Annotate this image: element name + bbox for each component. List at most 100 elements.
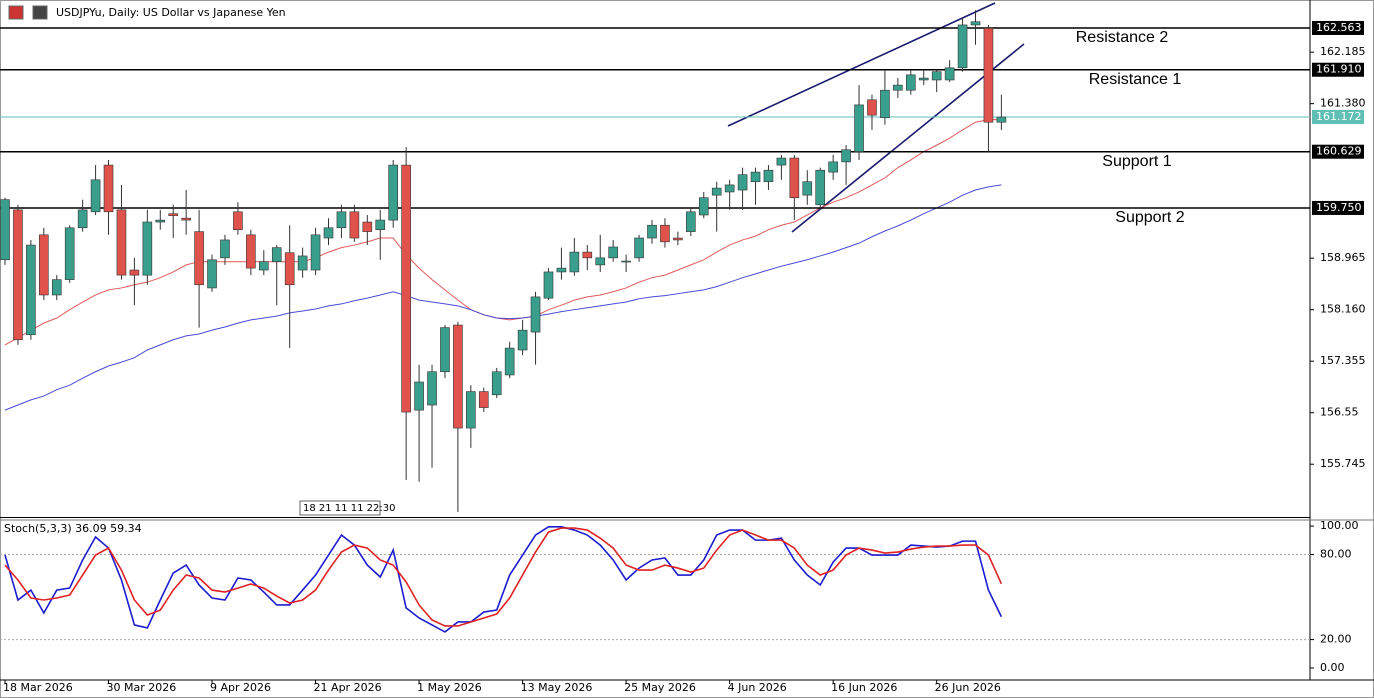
candle-body — [466, 391, 476, 429]
candle-body — [621, 260, 631, 263]
x-tick-label: 4 Jun 2026 — [728, 681, 787, 694]
last-price: 161.172 — [1316, 110, 1362, 123]
candle-body — [207, 259, 217, 289]
candle-body — [957, 24, 968, 69]
candle-body — [116, 209, 127, 276]
candle-body — [828, 161, 838, 173]
level-label: Support 1 — [1102, 153, 1171, 170]
x-tick-label: 30 Mar 2026 — [107, 681, 177, 694]
level-price: 162.563 — [1316, 21, 1362, 34]
candle-body — [414, 381, 424, 411]
candle-body — [26, 244, 36, 335]
candle-body — [478, 391, 489, 408]
candle-body — [711, 187, 722, 196]
candle-body — [569, 251, 580, 273]
candle-body — [427, 371, 437, 406]
trend-line — [727, 2, 996, 127]
y-tick-label: 155.745 — [1320, 457, 1366, 470]
candle-body — [349, 211, 360, 239]
candle-body — [103, 164, 114, 213]
y-tick-label: 162.185 — [1320, 45, 1366, 58]
candle-body — [893, 84, 903, 91]
candle-body — [931, 71, 942, 81]
line — [4, 184, 1002, 411]
y-tick-label: 156.55 — [1320, 406, 1359, 419]
x-tick-label: 25 May 2026 — [624, 681, 696, 694]
candle-body — [246, 234, 256, 269]
candle-body — [595, 257, 606, 266]
candle-body — [815, 169, 826, 206]
indicator-title: Stoch(5,3,3) 36.09 59.34 — [4, 522, 142, 535]
y-tick-label: 157.355 — [1320, 354, 1366, 367]
x-tick-label: 26 Jun 2026 — [935, 681, 1001, 694]
candle-body — [660, 224, 670, 243]
x-tick-label: 21 Apr 2026 — [314, 681, 382, 694]
level-label: Support 2 — [1115, 209, 1184, 226]
level-price-box — [1312, 62, 1364, 77]
candle-body — [673, 237, 683, 241]
candle-body — [440, 327, 450, 373]
candle-body — [789, 157, 800, 199]
y-tick-label: 20.00 — [1320, 633, 1352, 646]
candle-body — [220, 239, 230, 259]
candle-body — [129, 269, 140, 276]
candle-body — [996, 116, 1007, 123]
x-tick-label: 16 Jun 2026 — [831, 681, 897, 694]
candle-body — [39, 234, 49, 296]
candle-body — [880, 89, 890, 119]
last-price-box — [1312, 109, 1364, 124]
chart-title: USDJPYu, Daily: US Dollar vs Japanese Ye… — [56, 6, 286, 19]
candle-body — [841, 149, 851, 163]
candle-body — [90, 179, 101, 213]
candle-body — [983, 27, 994, 123]
candle-body — [582, 251, 593, 259]
level-label: Resistance 2 — [1076, 29, 1169, 46]
candle-body — [362, 221, 373, 232]
candle-body — [0, 199, 10, 261]
candle-body — [13, 209, 23, 341]
line — [4, 526, 1003, 633]
candle-body — [258, 261, 269, 271]
line — [4, 527, 1003, 627]
level-price-box — [1312, 200, 1364, 215]
candle-body — [336, 211, 347, 229]
candle-body — [453, 324, 463, 429]
y-tick-label: 161.380 — [1320, 97, 1366, 110]
candle-body — [375, 219, 386, 231]
candle-body — [504, 347, 515, 376]
level-label: Resistance 1 — [1089, 71, 1182, 88]
candle-body — [905, 74, 916, 91]
candle-body — [543, 271, 554, 299]
candle-body — [284, 252, 295, 286]
candle-body — [944, 67, 955, 81]
x-tick-label: 1 May 2026 — [417, 681, 482, 694]
candle-body — [647, 224, 657, 239]
x-tick-label: 9 Apr 2026 — [210, 681, 271, 694]
candle-body — [233, 211, 243, 231]
candle-body — [970, 21, 981, 26]
icon — [32, 5, 48, 20]
candle-body — [142, 221, 153, 276]
x-tick-label: 18 Mar 2026 — [3, 681, 73, 694]
candle-body — [181, 217, 191, 221]
y-tick-label: 158.160 — [1320, 303, 1366, 316]
candle-body — [854, 104, 864, 152]
y-tick-label: 158.965 — [1320, 251, 1366, 264]
candle-body — [750, 171, 761, 183]
candle-body — [763, 169, 774, 183]
level-price: 159.750 — [1316, 201, 1362, 214]
candle-body — [323, 227, 334, 239]
candle-body — [271, 247, 282, 262]
y-tick-label: 80.00 — [1320, 547, 1352, 560]
annotation-box — [299, 500, 381, 516]
level-price: 161.910 — [1316, 63, 1362, 76]
candle-body — [686, 211, 696, 232]
candle-body — [867, 99, 877, 116]
candle-body — [64, 227, 75, 280]
line — [4, 119, 1002, 346]
candle-body — [556, 267, 567, 273]
candle-body — [634, 237, 644, 259]
y-tick-label: 0.00 — [1320, 661, 1345, 674]
candle-body — [51, 279, 62, 296]
